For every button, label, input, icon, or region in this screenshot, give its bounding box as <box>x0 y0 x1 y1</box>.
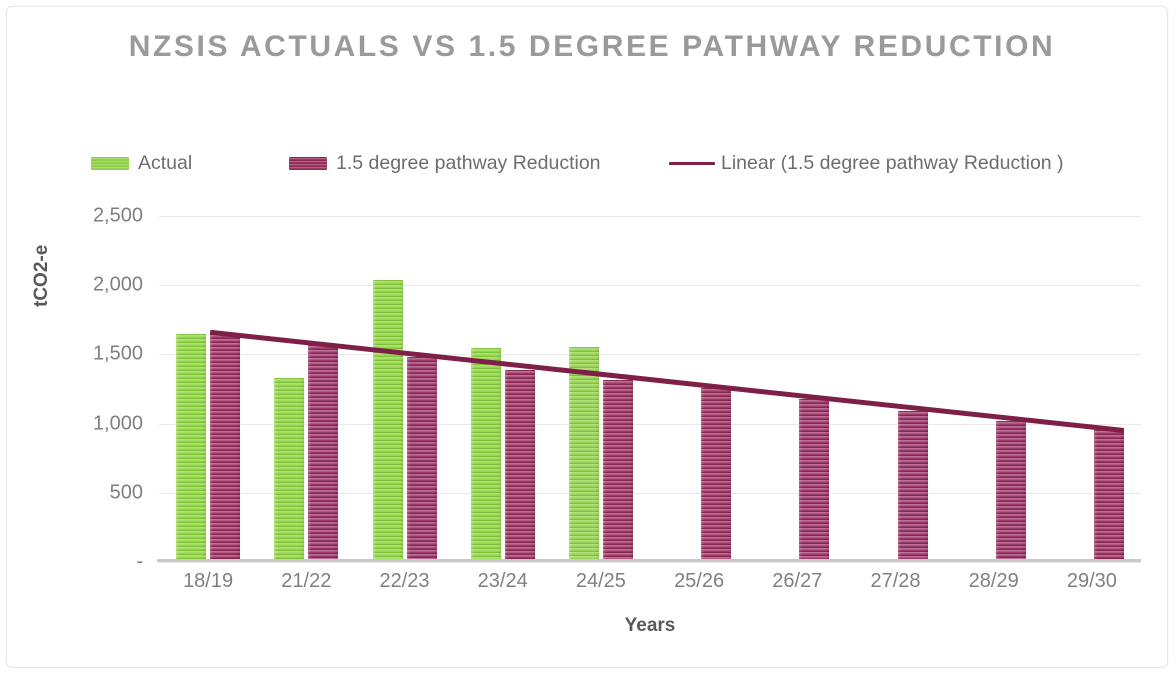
y-axis-tick-label: 1,000 <box>92 412 143 435</box>
x-axis-tick-labels: 18/19 21/22 22/23 23/24 24/25 25/26 26/27 27/28… <box>159 570 1141 604</box>
gridline <box>159 562 1141 563</box>
legend-item-actual[interactable]: Actual <box>91 149 192 177</box>
x-axis-tick-label: 26/27 <box>772 570 823 592</box>
x-axis-tick-label: 22/23 <box>379 570 430 592</box>
legend-item-pathway-reduction[interactable]: 1.5 degree pathway Reduction <box>289 149 601 177</box>
y-axis-tick-label: 500 <box>109 481 143 504</box>
legend-item-linear-trendline[interactable]: Linear (1.5 degree pathway Reduction ) <box>669 149 1064 177</box>
chart-container: NZSIS ACTUALS VS 1.5 DEGREE PATHWAY REDU… <box>6 6 1168 668</box>
bar-actual-24-25[interactable] <box>568 347 599 562</box>
bar-pathway-25-26[interactable] <box>701 388 732 562</box>
bar-pathway-21-22[interactable] <box>308 344 339 562</box>
x-axis-tick-label: 25/26 <box>674 570 725 592</box>
x-axis-tick-label: 18/19 <box>183 570 234 592</box>
chart-legend: Actual 1.5 degree pathway Reduction Line… <box>91 149 1111 177</box>
x-axis-tick-label: 23/24 <box>477 570 528 592</box>
bar-actual-21-22[interactable] <box>274 377 305 562</box>
legend-line-trendline-icon <box>669 161 715 165</box>
gridline <box>159 285 1141 287</box>
plot-area <box>159 216 1141 563</box>
bar-pathway-28-29[interactable] <box>995 420 1026 562</box>
x-axis-tick-label: 28/29 <box>968 570 1019 592</box>
bar-actual-23-24[interactable] <box>470 348 501 562</box>
gridline <box>159 354 1141 356</box>
legend-swatch-actual-icon <box>91 156 129 170</box>
bar-pathway-29-30[interactable] <box>1093 429 1124 562</box>
x-axis-line <box>157 559 1141 562</box>
linear-trendline <box>209 329 1125 434</box>
bar-pathway-23-24[interactable] <box>504 370 535 562</box>
y-axis-tick-label: 2,000 <box>92 273 143 296</box>
bar-pathway-22-23[interactable] <box>406 357 437 562</box>
x-axis-tick-label: 27/28 <box>870 570 921 592</box>
y-axis-tick-label: 1,500 <box>92 342 143 365</box>
x-axis-tick-label: 24/25 <box>575 570 626 592</box>
bar-pathway-27-28[interactable] <box>897 411 928 562</box>
bar-actual-18-19[interactable] <box>176 333 207 562</box>
gridline <box>159 423 1141 425</box>
bar-pathway-24-25[interactable] <box>602 380 633 562</box>
y-axis-tick-label: - <box>136 550 143 573</box>
gridline <box>159 216 1141 217</box>
legend-swatch-pathway-icon <box>289 156 327 170</box>
x-axis-title: Years <box>624 615 676 636</box>
x-axis-tick-label: 29/30 <box>1066 570 1117 592</box>
bar-actual-22-23[interactable] <box>372 280 403 562</box>
y-axis-title: tCO2-e <box>31 244 52 307</box>
x-axis-tick-label: 21/22 <box>281 570 332 592</box>
chart-title: NZSIS ACTUALS VS 1.5 DEGREE PATHWAY REDU… <box>128 30 1056 63</box>
trendline-layer <box>209 329 1125 434</box>
bar-pathway-18-19[interactable] <box>210 333 241 562</box>
bar-pathway-26-27[interactable] <box>799 399 830 562</box>
legend-label-linear-trendline: Linear (1.5 degree pathway Reduction ) <box>721 151 1064 174</box>
gridline <box>159 492 1141 494</box>
legend-label-pathway-reduction: 1.5 degree pathway Reduction <box>336 151 601 174</box>
legend-label-actual: Actual <box>138 151 193 174</box>
y-axis-tick-label: 2,500 <box>92 204 143 227</box>
